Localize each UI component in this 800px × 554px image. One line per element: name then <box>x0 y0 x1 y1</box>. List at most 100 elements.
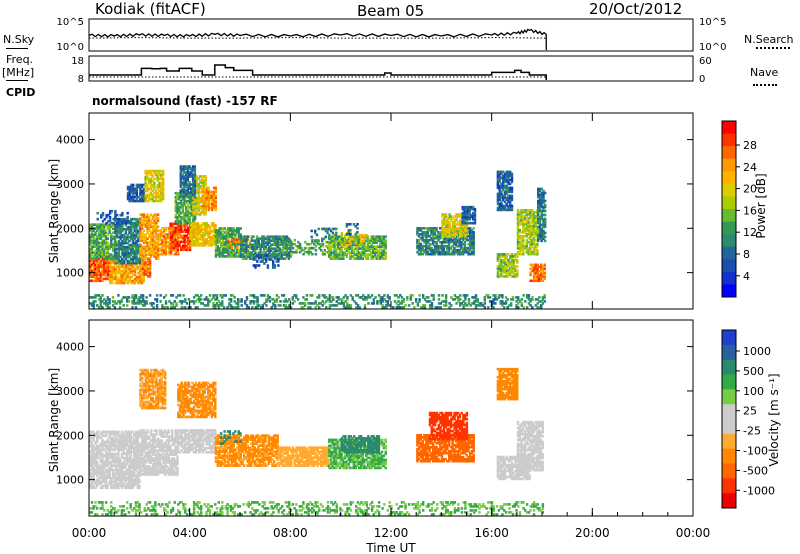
power-cell <box>142 199 145 203</box>
power-cell <box>199 191 202 194</box>
power-cell <box>124 223 128 227</box>
power-cell <box>127 296 131 299</box>
power-cell <box>130 187 133 191</box>
power-cell <box>252 239 255 242</box>
power-cell <box>89 249 92 252</box>
power-cell <box>146 213 149 216</box>
power-cell <box>90 245 94 248</box>
power-cell <box>140 269 144 273</box>
power-cell <box>186 213 190 217</box>
power-cell <box>140 279 144 283</box>
power-cell <box>380 253 384 256</box>
power-cell <box>164 238 168 242</box>
power-cell <box>158 199 161 203</box>
power-cell <box>179 189 182 192</box>
power-cell <box>128 231 131 235</box>
power-cell <box>425 234 428 238</box>
power-cell <box>447 238 451 242</box>
power-cell <box>155 255 158 258</box>
power-cell <box>92 257 95 260</box>
power-cell <box>375 245 378 248</box>
power-cell <box>345 249 349 252</box>
power-cell <box>261 243 264 246</box>
power-cell <box>156 169 160 173</box>
power-cell <box>133 241 136 245</box>
power-cell <box>147 275 150 278</box>
power-cell <box>313 242 316 246</box>
power-cell <box>189 228 193 231</box>
power-cell <box>252 249 255 252</box>
power-cell <box>156 191 160 195</box>
power-cell <box>181 211 184 215</box>
power-cell <box>232 227 235 230</box>
power-cell <box>124 257 128 261</box>
power-cell <box>128 247 131 251</box>
power-cell <box>99 233 102 236</box>
power-cell <box>149 191 153 195</box>
power-cell <box>135 225 138 229</box>
power-cell <box>169 246 172 250</box>
power-cell <box>187 232 190 236</box>
power-cell <box>448 217 451 220</box>
power-cell <box>191 236 194 239</box>
power-cell <box>144 251 147 254</box>
power-cell <box>130 253 133 257</box>
power-cell <box>465 234 468 238</box>
power-cell <box>184 167 188 170</box>
power-cell <box>197 189 200 192</box>
power-cell <box>205 204 209 208</box>
power-cell <box>130 243 133 247</box>
power-cell <box>99 271 102 275</box>
power-cell <box>144 257 147 260</box>
power-cell <box>193 217 197 221</box>
power-cell <box>289 255 292 258</box>
power-cell <box>139 251 142 254</box>
power-cell <box>186 193 189 196</box>
power-cell <box>472 244 475 248</box>
power-cell <box>222 306 226 309</box>
power-cell <box>361 251 364 254</box>
power-cell <box>104 239 108 242</box>
power-cell <box>377 239 380 242</box>
power-cell <box>195 183 199 186</box>
power-cell <box>178 230 181 234</box>
power-cell <box>112 275 116 279</box>
power-cell <box>284 248 288 252</box>
power-cell <box>92 279 95 283</box>
power-cell <box>123 269 126 273</box>
power-cell <box>144 249 147 252</box>
power-cell <box>94 265 97 269</box>
power-cell <box>488 296 492 299</box>
power-cell <box>259 237 262 240</box>
power-cell <box>195 175 199 178</box>
power-cell <box>126 197 130 201</box>
power-cell <box>247 245 250 248</box>
power-cell <box>444 252 447 256</box>
power-cell <box>96 257 99 260</box>
power-cell <box>212 226 215 229</box>
power-cell <box>421 244 424 248</box>
power-cell <box>211 206 214 210</box>
power-cell <box>164 242 168 246</box>
power-cell <box>425 246 428 250</box>
power-cell <box>101 253 104 256</box>
power-cell <box>351 249 354 252</box>
power-cell <box>96 269 99 273</box>
power-cell <box>126 245 129 249</box>
power-cell <box>437 244 440 248</box>
power-cell <box>201 175 204 178</box>
power-cell <box>160 197 163 201</box>
power-cell <box>203 232 207 235</box>
power-cell <box>216 229 219 232</box>
power-cell <box>224 294 227 297</box>
power-cell <box>232 233 235 236</box>
power-cell <box>336 245 340 248</box>
power-cell <box>117 239 121 243</box>
power-cell <box>115 225 119 229</box>
power-cell <box>126 227 129 231</box>
power-cell <box>363 239 366 242</box>
power-cell <box>94 233 97 236</box>
power-cell <box>316 242 319 246</box>
power-cell <box>453 221 457 224</box>
power-cell <box>349 229 352 232</box>
